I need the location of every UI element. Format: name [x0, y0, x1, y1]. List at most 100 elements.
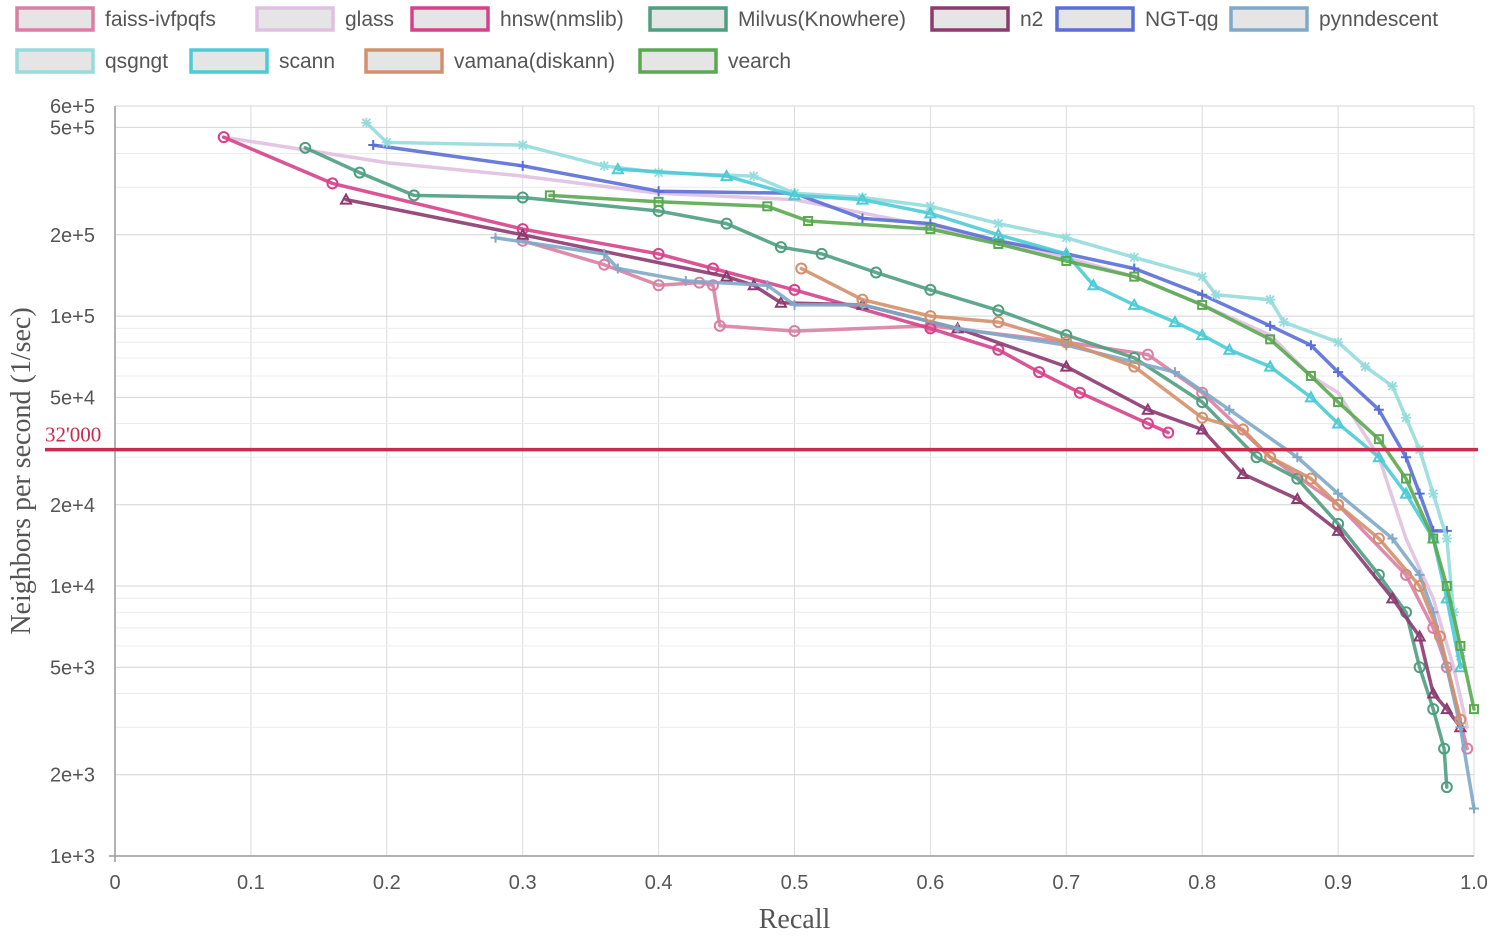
data-point: [1413, 580, 1426, 593]
legend-item-qsgngt: qsgngt: [15, 48, 168, 74]
x-tick-label: 0.6: [916, 872, 944, 894]
legend-swatch: [15, 48, 95, 74]
data-point: [1292, 452, 1303, 463]
data-point: [1333, 337, 1344, 348]
legend-label: qsgngt: [105, 50, 168, 73]
y-tick-label: 1e+5: [50, 306, 95, 328]
legend-label: vamana(diskann): [454, 50, 615, 73]
data-point: [1129, 252, 1140, 263]
data-point: [1413, 661, 1426, 674]
data-point: [1428, 488, 1439, 499]
data-point: [1127, 297, 1141, 310]
data-point: [719, 269, 734, 282]
x-tick-label: 0.9: [1324, 872, 1352, 894]
legend-item-glass: glass: [255, 6, 394, 32]
data-point: [1331, 523, 1345, 536]
data-point: [706, 279, 719, 292]
data-point: [361, 117, 372, 128]
legend-swatch: [364, 48, 444, 74]
data-point: [923, 206, 938, 219]
legend-label: NGT-qg: [1145, 8, 1219, 31]
data-point: [1360, 361, 1371, 372]
data-point: [598, 258, 611, 271]
data-point: [788, 325, 801, 338]
data-point: [1455, 640, 1466, 651]
data-point: [992, 343, 1005, 356]
data-point: [1333, 397, 1344, 408]
data-point: [1195, 328, 1209, 341]
data-point: [924, 283, 937, 296]
data-point: [787, 188, 802, 201]
data-point: [1304, 472, 1317, 485]
data-point: [1236, 466, 1250, 480]
data-point: [991, 227, 1006, 240]
data-point: [1427, 703, 1440, 716]
data-point: [1170, 367, 1181, 378]
data-point: [217, 131, 230, 144]
data-point: [339, 192, 353, 205]
series-milvus-knowhere: [299, 141, 1453, 794]
data-point: [1426, 686, 1440, 699]
data-point: [1434, 630, 1447, 643]
data-point: [1440, 781, 1453, 794]
data-point: [490, 232, 501, 243]
legend-label: n2: [1020, 8, 1043, 31]
data-point: [1412, 629, 1427, 642]
data-point: [1401, 412, 1412, 423]
data-point: [1401, 452, 1412, 463]
x-tick-labels: 0 0.1 0.2 0.3 0.4 0.5 0.6 0.7 0.8 0.9 1.0: [109, 872, 1487, 894]
series-line: [303, 146, 1449, 789]
data-point: [870, 266, 883, 279]
data-point: [1236, 423, 1249, 436]
data-point: [1441, 581, 1452, 592]
data-point: [1454, 713, 1467, 726]
y-tick-label: 5e+3: [50, 657, 95, 679]
data-point: [611, 162, 625, 175]
data-point: [1455, 651, 1466, 662]
x-tick-label: 0.3: [509, 872, 537, 894]
data-point: [1162, 426, 1175, 439]
data-point: [762, 201, 773, 212]
data-point: [1141, 348, 1154, 361]
data-point: [748, 171, 759, 182]
data-point: [599, 160, 610, 171]
x-tick-label: 0.7: [1052, 872, 1080, 894]
legend-swatch: [1055, 6, 1135, 32]
legend-swatch: [638, 48, 718, 74]
legend-item-vamana-diskann: vamana(diskann): [364, 48, 615, 74]
legend-label: hnsw(nmslib): [500, 8, 624, 31]
legend-label: vearch: [728, 50, 791, 73]
data-point: [1265, 334, 1276, 345]
data-point: [1061, 255, 1072, 266]
data-point: [1168, 315, 1182, 328]
data-point: [653, 196, 664, 207]
data-point: [1333, 488, 1344, 499]
data-point: [992, 304, 1005, 317]
data-point: [815, 247, 828, 260]
data-point: [652, 279, 665, 292]
data-point: [952, 323, 963, 334]
legend-swatch: [15, 6, 95, 32]
series-line: [799, 266, 1463, 722]
legend-swatch: [930, 6, 1010, 32]
data-point: [1399, 486, 1413, 499]
y-tick-label: 2e+5: [50, 225, 95, 247]
y-tick-label: 1e+3: [50, 846, 95, 868]
y-axis-title: Neighbors per second (1/sec): [6, 307, 37, 634]
series-line: [548, 193, 1476, 711]
data-point: [368, 140, 379, 151]
data-point: [1305, 340, 1316, 351]
data-point: [381, 137, 392, 148]
legend-label: pynndescent: [1319, 8, 1438, 31]
data-point: [1428, 533, 1439, 544]
y-tick-label: 5e+5: [50, 117, 95, 139]
legend-item-scann: scann: [189, 48, 335, 74]
data-point: [856, 293, 869, 306]
data-point: [1440, 702, 1454, 715]
data-point: [789, 188, 800, 199]
legend-label: Milvus(Knowhere): [738, 8, 906, 31]
data-point: [299, 141, 312, 154]
data-point: [1304, 390, 1318, 403]
data-point: [1401, 473, 1412, 484]
